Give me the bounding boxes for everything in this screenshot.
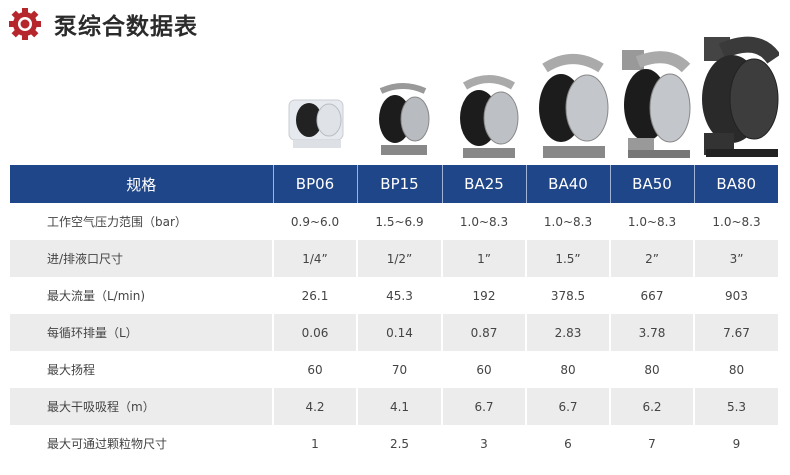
table-cell: 667 <box>609 277 694 314</box>
table-cell: 1.5” <box>525 240 610 277</box>
table-cell: 903 <box>693 277 778 314</box>
header-model: BA50 <box>609 165 694 203</box>
table-cell: 4.2 <box>272 388 357 425</box>
table-cell: 0.06 <box>272 314 357 351</box>
table-row: 最大干吸吸程（m） 4.2 4.1 6.7 6.7 6.2 5.3 <box>10 388 778 425</box>
table-row: 每循环排量（L） 0.06 0.14 0.87 2.83 3.78 7.67 <box>10 314 778 351</box>
header-model: BA40 <box>525 165 610 203</box>
table-cell: 1.0~8.3 <box>693 203 778 240</box>
page-header: 泵综合数据表 <box>8 6 198 42</box>
row-label: 最大干吸吸程（m） <box>10 388 273 425</box>
page-title: 泵综合数据表 <box>54 14 198 40</box>
table-row: 进/排液口尺寸 1/4” 1/2” 1” 1.5” 2” 3” <box>10 240 778 277</box>
row-label: 每循环排量（L） <box>10 314 273 351</box>
table-row: 最大扬程 60 70 60 80 80 80 <box>10 351 778 388</box>
row-label: 工作空气压力范围（bar） <box>47 215 187 229</box>
pump-image-ba25 <box>460 75 519 158</box>
table-cell: 80 <box>609 351 694 388</box>
pump-image-bp15 <box>379 83 430 155</box>
pump-image-ba80 <box>702 36 779 157</box>
row-label: 最大可通过颗粒物尺寸 <box>47 437 168 451</box>
gear-icon <box>9 8 41 40</box>
pump-images <box>288 36 779 158</box>
pump-image-ba40 <box>539 54 609 158</box>
table-cell: 7.67 <box>693 314 778 351</box>
pump-image-ba50 <box>622 50 691 158</box>
table-cell: 3.78 <box>609 314 694 351</box>
table-cell: 1 <box>272 425 357 462</box>
table-cell: 0.9~6.0 <box>272 203 357 240</box>
table-cell: 9 <box>693 425 778 462</box>
table-cell: 2.83 <box>525 314 610 351</box>
table-cell: 3 <box>441 425 526 462</box>
row-label: 最大流量（L/min) <box>47 289 146 303</box>
table-cell: 1.0~8.3 <box>609 203 694 240</box>
header-model: BA25 <box>441 165 526 203</box>
table-cell: 6.7 <box>525 388 610 425</box>
table-cell: 192 <box>441 277 526 314</box>
table-cell: 6.2 <box>609 388 694 425</box>
table-row: 最大流量（L/min) 26.1 45.3 192 378.5 667 903 <box>10 277 778 314</box>
table-cell: 80 <box>525 351 610 388</box>
header-model: BP06 <box>272 165 357 203</box>
table-cell: 2.5 <box>356 425 442 462</box>
table-cell: 7 <box>609 425 694 462</box>
header-model: BA80 <box>693 165 778 203</box>
table-cell: 80 <box>693 351 778 388</box>
table-cell: 26.1 <box>272 277 357 314</box>
header-spec: 规格 <box>10 165 273 203</box>
table-cell: 1.0~8.3 <box>525 203 610 240</box>
table-cell: 1” <box>441 240 526 277</box>
pump-image-bp06 <box>288 99 344 148</box>
table-cell: 378.5 <box>525 277 610 314</box>
table-cell: 60 <box>272 351 357 388</box>
table-header-row: 规格 BP06 BP15 BA25 BA40 BA50 BA80 <box>10 165 778 203</box>
row-label: 进/排液口尺寸 <box>10 240 273 277</box>
pump-data-table: 规格 BP06 BP15 BA25 BA40 BA50 BA80 工作空气压力范围（bar）… <box>10 165 778 462</box>
table-cell: 4.1 <box>356 388 442 425</box>
table-cell: 6 <box>525 425 610 462</box>
table-cell: 0.87 <box>441 314 526 351</box>
row-label: 最大扬程 <box>47 363 96 377</box>
table-cell: 5.3 <box>693 388 778 425</box>
table-cell: 1.5~6.9 <box>356 203 442 240</box>
table-cell: 6.7 <box>441 388 526 425</box>
header-model: BP15 <box>356 165 442 203</box>
table-cell: 0.14 <box>356 314 442 351</box>
table-cell: 70 <box>356 351 442 388</box>
table-cell: 1/4” <box>272 240 357 277</box>
table-cell: 60 <box>441 351 526 388</box>
table-cell: 1.0~8.3 <box>441 203 526 240</box>
table-cell: 45.3 <box>356 277 442 314</box>
table-cell: 3” <box>693 240 778 277</box>
table-row: 工作空气压力范围（bar） 0.9~6.0 1.5~6.9 1.0~8.3 1.0~8.… <box>10 203 778 240</box>
table-cell: 1/2” <box>356 240 442 277</box>
table-cell: 2” <box>609 240 694 277</box>
table-row: 最大可通过颗粒物尺寸 1 2.5 3 6 7 9 <box>10 425 778 462</box>
